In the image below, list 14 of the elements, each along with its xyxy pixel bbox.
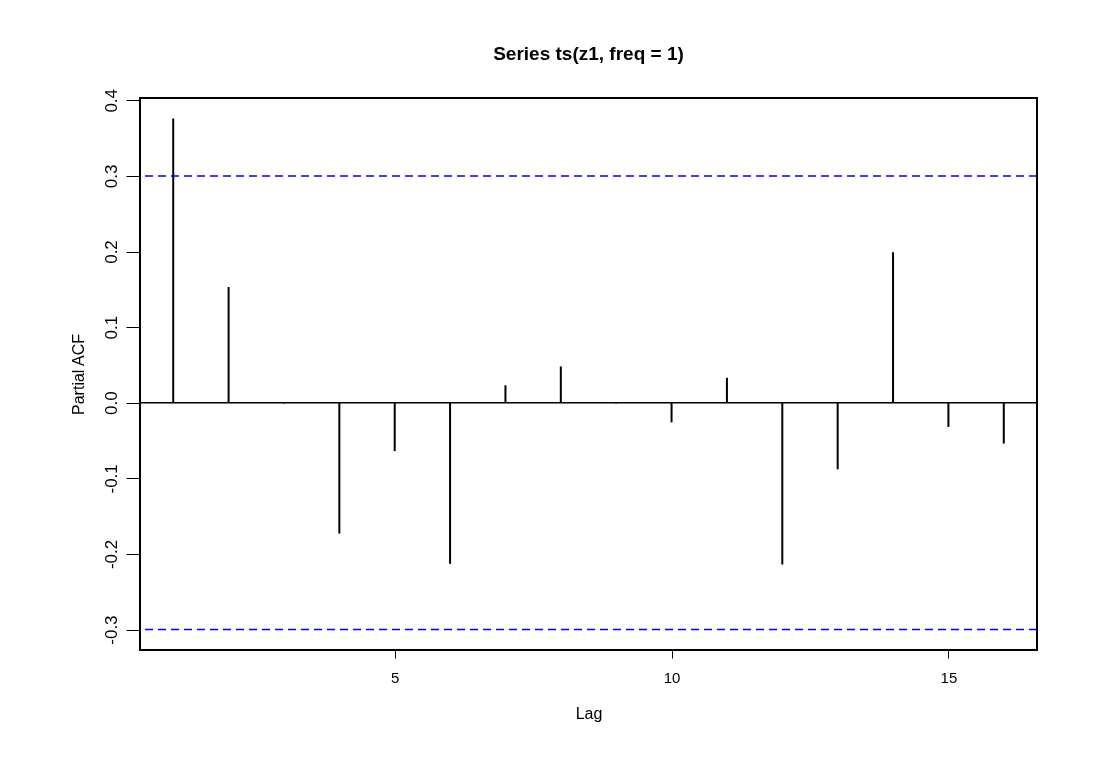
y-tick-label: 0.4 [101,88,121,113]
y-tick-label: -0.2 [101,539,121,570]
y-tick-label: 0.3 [101,164,121,189]
x-tick-label: 15 [940,668,958,686]
y-tick-label: 0.0 [101,391,121,416]
x-tick-label: 10 [663,668,681,686]
x-axis-title: Lag [575,704,603,722]
y-tick-label: 0.2 [101,240,121,264]
y-tick-label: 0.1 [101,315,121,340]
x-tick-label: 5 [391,668,400,686]
chart-title: Series ts(z1, freq = 1) [493,43,684,65]
y-tick-label: -0.1 [101,464,121,494]
y-tick-label: -0.3 [101,615,121,645]
y-axis-title: Partial ACF [69,333,87,415]
